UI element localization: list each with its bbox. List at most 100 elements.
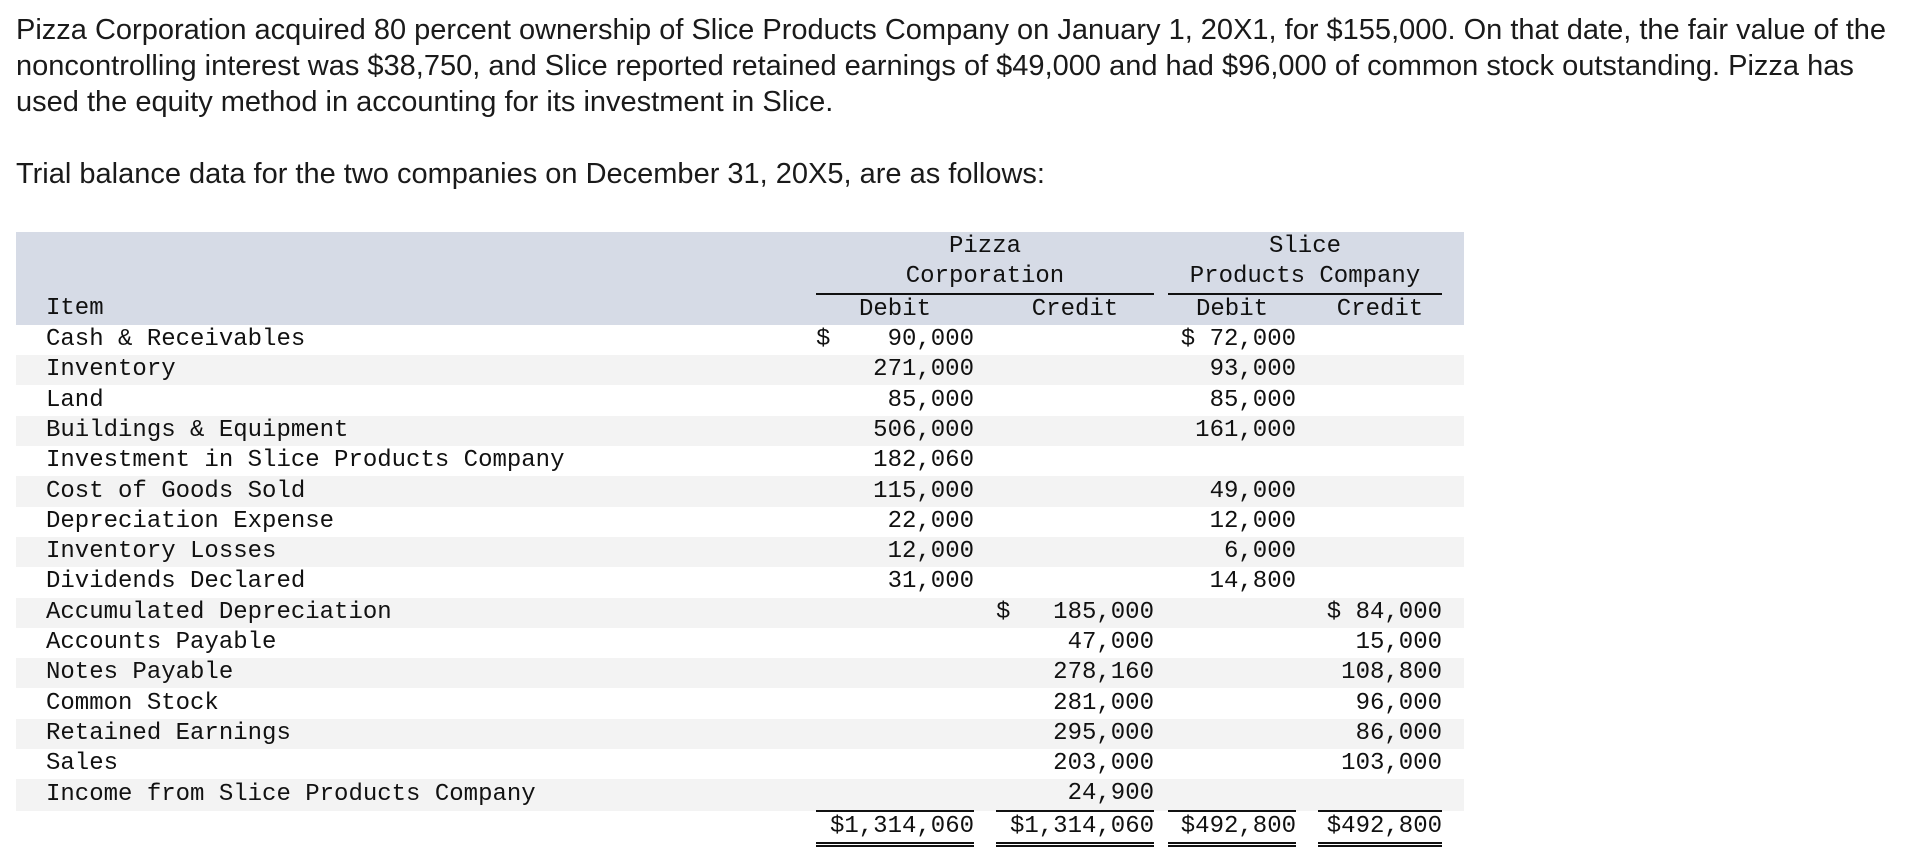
pizza-debit-cell [816, 597, 974, 628]
pizza-debit-cell [816, 779, 974, 812]
slice-credit-cell [1318, 324, 1442, 356]
slice-debit-cell: 6,000 [1168, 536, 1296, 568]
slice-debit-cell [1168, 658, 1296, 689]
slice-debit-cell [1168, 779, 1296, 812]
row-item-label: Accounts Payable [16, 627, 802, 659]
table-row: Investment in Slice Products Company 182,… [16, 446, 1464, 477]
pizza-debit-cell [816, 658, 974, 689]
slice-credit-header: Credit [1318, 293, 1442, 325]
slice-credit-cell [1318, 506, 1442, 537]
slice-debit-cell [1168, 688, 1296, 719]
pizza-header-line2: Corporation [816, 262, 1154, 295]
pizza-credit-cell: 295,000 [996, 718, 1154, 750]
slice-debit-cell: 161,000 [1168, 415, 1296, 447]
amount-value: 85,000 [887, 386, 974, 414]
row-item-label: Retained Earnings [16, 718, 802, 750]
slice-debit-cell: 12,000 [1168, 506, 1296, 537]
pizza-credit-cell: 24,900 [996, 779, 1154, 812]
table-row: Cash & Receivables $90,000 $ 72,000 [16, 324, 1464, 356]
slice-debit-cell [1168, 446, 1296, 477]
slice-credit-cell [1318, 355, 1442, 386]
pizza-debit-cell [816, 718, 974, 750]
pizza-credit-cell [996, 415, 1154, 447]
amount-value: 12,000 [887, 538, 974, 566]
totals-row: $1,314,060 $1,314,060 $492,800 $492,800 [16, 810, 1464, 847]
pizza-debit-cell: 506,000 [816, 415, 974, 447]
pizza-credit-cell: 203,000 [996, 749, 1154, 780]
pizza-credit-cell: 278,160 [996, 658, 1154, 689]
problem-statement: Pizza Corporation acquired 80 percent ow… [16, 12, 1896, 192]
pizza-debit-cell: $90,000 [816, 324, 974, 356]
slice-debit-cell [1168, 749, 1296, 780]
slice-credit-cell: 108,800 [1318, 658, 1442, 689]
slice-debit-cell [1168, 627, 1296, 659]
slice-debit-header: Debit [1168, 293, 1296, 325]
table-row: Common Stock 281,000 96,000 [16, 688, 1464, 719]
pizza-debit-cell: 182,060 [816, 446, 974, 477]
currency-sign: $ [816, 326, 831, 354]
table-row: Accounts Payable 47,000 15,000 [16, 627, 1464, 659]
pizza-debit-cell: 22,000 [816, 506, 974, 537]
pizza-credit-cell [996, 355, 1154, 386]
amount-value: 182,060 [873, 447, 974, 475]
pizza-debit-cell [816, 688, 974, 719]
slice-debit-total: $492,800 [1168, 810, 1296, 847]
amount-value: 22,000 [887, 507, 974, 535]
pizza-header-line1: Pizza [816, 232, 1154, 263]
amount-value: 90,000 [887, 326, 974, 354]
pizza-credit-cell: $185,000 [996, 597, 1154, 628]
pizza-credit-header: Credit [996, 293, 1154, 325]
pizza-credit-cell [996, 536, 1154, 568]
table-row: Notes Payable 278,160 108,800 [16, 658, 1464, 689]
row-item-label: Inventory [16, 355, 802, 386]
table-row: Inventory Losses 12,000 6,000 [16, 536, 1464, 568]
slice-header-line1: Slice [1168, 232, 1442, 263]
pizza-credit-cell [996, 567, 1154, 598]
row-item-label: Common Stock [16, 688, 802, 719]
amount-value: 203,000 [1053, 750, 1154, 778]
pizza-credit-cell [996, 506, 1154, 537]
amount-value: 47,000 [1067, 629, 1154, 656]
row-item-label: Buildings & Equipment [16, 415, 802, 447]
trial-balance-table: Pizza Slice Corporation Products Company… [16, 232, 1464, 847]
pizza-debit-cell: 115,000 [816, 476, 974, 507]
table-row: Buildings & Equipment 506,000 161,000 [16, 415, 1464, 447]
pizza-credit-cell: 281,000 [996, 688, 1154, 719]
pizza-credit-cell [996, 446, 1154, 477]
amount-value: 281,000 [1053, 689, 1154, 717]
slice-credit-cell [1318, 567, 1442, 598]
slice-credit-cell: 103,000 [1318, 749, 1442, 780]
slice-credit-cell [1318, 476, 1442, 507]
slice-credit-cell: 15,000 [1318, 627, 1442, 659]
slice-debit-cell [1168, 597, 1296, 628]
slice-credit-cell [1318, 536, 1442, 568]
amount-value: 24,900 [1067, 780, 1154, 808]
table-row: Dividends Declared 31,000 14,800 [16, 567, 1464, 598]
pizza-debit-cell [816, 627, 974, 659]
amount-value: 31,000 [887, 568, 974, 596]
table-row: Retained Earnings 295,000 86,000 [16, 718, 1464, 750]
amount-value: 115,000 [873, 477, 974, 505]
item-column-header: Item [16, 293, 802, 325]
table-row: Sales 203,000 103,000 [16, 749, 1464, 780]
row-item-label: Depreciation Expense [16, 506, 802, 537]
amount-value: 295,000 [1053, 719, 1154, 747]
pizza-credit-cell [996, 385, 1154, 416]
row-item-label: Accumulated Depreciation [16, 597, 802, 628]
pizza-credit-cell [996, 324, 1154, 356]
pizza-debit-cell: 31,000 [816, 567, 974, 598]
slice-credit-cell [1318, 415, 1442, 447]
table-row: Accumulated Depreciation $185,000 $ 84,000 [16, 597, 1464, 628]
pizza-credit-cell [996, 476, 1154, 507]
trial-balance-intro: Trial balance data for the two companies… [16, 158, 1045, 190]
amount-value: 185,000 [1053, 598, 1154, 626]
slice-debit-cell: $ 72,000 [1168, 324, 1296, 356]
slice-credit-cell [1318, 779, 1442, 812]
row-item-label: Income from Slice Products Company [16, 779, 802, 811]
slice-credit-total: $492,800 [1318, 810, 1442, 847]
table-row: Land 85,000 85,000 [16, 385, 1464, 416]
row-item-label: Dividends Declared [16, 567, 802, 598]
slice-debit-cell: 49,000 [1168, 476, 1296, 507]
row-item-label: Cash & Receivables [16, 324, 802, 356]
slice-credit-cell: 86,000 [1318, 718, 1442, 750]
